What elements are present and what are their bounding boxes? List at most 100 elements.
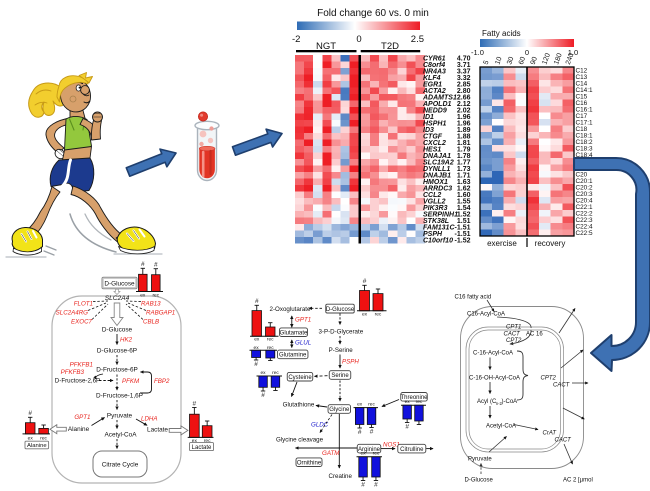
svg-text:60: 60 [518, 56, 527, 66]
svg-text:Lactate: Lactate [147, 427, 168, 434]
svg-text:C22:5: C22:5 [576, 230, 593, 237]
svg-text:#: # [361, 482, 365, 489]
svg-text:1.79: 1.79 [457, 146, 471, 153]
svg-text:APOLD1: APOLD1 [422, 101, 452, 108]
svg-text:2.02: 2.02 [457, 107, 471, 114]
svg-text:Arginine: Arginine [358, 447, 381, 453]
svg-text:AC 16: AC 16 [526, 331, 543, 337]
svg-text:Citrulline: Citrulline [400, 447, 424, 453]
svg-text:1.63: 1.63 [457, 179, 471, 186]
svg-text:#: # [154, 262, 158, 269]
svg-text:10: 10 [494, 56, 503, 66]
svg-text:Alanine: Alanine [68, 426, 90, 433]
svg-text:Fatty acids: Fatty acids [482, 29, 521, 38]
svg-text:C16: C16 [576, 100, 588, 107]
svg-text:C18:2: C18:2 [576, 139, 593, 146]
svg-text:ID3: ID3 [423, 127, 434, 134]
svg-text:rec: rec [272, 370, 279, 376]
svg-text:4.70: 4.70 [457, 55, 471, 62]
svg-text:C17:1: C17:1 [576, 119, 593, 126]
svg-text:-1.51: -1.51 [455, 231, 471, 238]
svg-text:rec: rec [375, 311, 382, 317]
svg-text:C20: C20 [576, 171, 588, 178]
svg-text:Acetyl-CoA: Acetyl-CoA [486, 424, 516, 430]
svg-text:Threonine: Threonine [400, 395, 428, 401]
svg-text:C14:1: C14:1 [576, 87, 593, 94]
svg-text:CACT: CACT [555, 438, 573, 444]
svg-text:30: 30 [506, 56, 515, 66]
svg-text:0: 0 [525, 48, 529, 57]
svg-text:-1.0: -1.0 [471, 48, 484, 57]
svg-text:PFKM: PFKM [122, 378, 140, 385]
svg-text:CACT: CACT [504, 331, 522, 337]
svg-text:2.85: 2.85 [457, 81, 471, 88]
svg-text:C18:1: C18:1 [576, 132, 593, 139]
svg-text:D-Glucose: D-Glucose [465, 478, 494, 484]
svg-text:D-Glucose: D-Glucose [102, 327, 133, 334]
svg-text:PFKFB3: PFKFB3 [61, 369, 85, 376]
svg-text:1.96: 1.96 [457, 120, 471, 127]
svg-text:Acyl (C: Acyl (C [477, 399, 497, 405]
svg-text:1.73: 1.73 [457, 166, 471, 173]
svg-text:GPT1: GPT1 [295, 317, 311, 324]
svg-text:ex: ex [361, 452, 367, 457]
svg-text:SLC2A4: SLC2A4 [105, 295, 130, 302]
svg-text:1.51: 1.51 [457, 218, 471, 225]
svg-text:#: # [193, 400, 197, 407]
svg-text:HSPH1: HSPH1 [423, 120, 446, 127]
svg-text:rec: rec [368, 401, 375, 407]
svg-text:rec: rec [267, 345, 274, 351]
svg-text:NR4A3: NR4A3 [423, 68, 446, 75]
svg-text:FAM131C: FAM131C [423, 224, 455, 231]
svg-text:RAB13: RAB13 [141, 301, 161, 308]
svg-text:Acetyl-CoA: Acetyl-CoA [105, 432, 138, 439]
svg-text:3-P-D-Glycerate: 3-P-D-Glycerate [318, 328, 363, 335]
svg-text:C-16-OH-Acyl-CoA: C-16-OH-Acyl-CoA [469, 375, 520, 381]
svg-text:C20:1: C20:1 [576, 178, 593, 185]
svg-text:1.62: 1.62 [457, 185, 471, 192]
svg-text:HMOX1: HMOX1 [423, 179, 448, 186]
svg-text:ARRDC3: ARRDC3 [422, 185, 452, 192]
svg-text:DYNLL1: DYNLL1 [423, 166, 450, 173]
svg-text:ex: ex [192, 439, 198, 444]
svg-text:ex: ex [362, 312, 368, 317]
svg-text:PIK3R3: PIK3R3 [423, 205, 448, 212]
svg-text:EGR1: EGR1 [423, 81, 442, 88]
svg-text:1.96: 1.96 [457, 114, 471, 121]
svg-text:C14: C14 [576, 80, 588, 87]
svg-text:FLOT1: FLOT1 [74, 301, 93, 308]
svg-text:EXOC7: EXOC7 [71, 319, 93, 326]
svg-text:C16 fatty acid: C16 fatty acid [455, 295, 492, 301]
svg-text:ACTA2: ACTA2 [422, 88, 446, 95]
svg-text:-1.51: -1.51 [455, 224, 471, 231]
svg-text:ex: ex [28, 436, 34, 441]
svg-text:1.89: 1.89 [457, 127, 471, 134]
svg-text:NOS1: NOS1 [383, 441, 400, 448]
svg-text:C13: C13 [576, 74, 588, 81]
svg-text:C18: C18 [576, 126, 588, 133]
svg-text:C10orf10: C10orf10 [423, 237, 453, 244]
svg-text:C15: C15 [576, 93, 588, 100]
svg-text:2.80: 2.80 [457, 88, 471, 95]
svg-text:#: # [255, 298, 259, 305]
svg-text:CTGF: CTGF [423, 133, 443, 140]
svg-text:3.37: 3.37 [457, 68, 471, 75]
svg-text:PSPH: PSPH [342, 358, 359, 365]
svg-text:CYR61: CYR61 [423, 55, 446, 62]
svg-text:recovery: recovery [535, 239, 566, 248]
svg-text:D-Fructose-1,6P: D-Fructose-1,6P [96, 393, 143, 400]
svg-text:GLUL: GLUL [295, 340, 312, 347]
svg-text:C20:3: C20:3 [576, 191, 593, 198]
svg-text:exercise: exercise [487, 239, 517, 248]
svg-text:Lactate: Lactate [192, 445, 212, 451]
svg-text:C20:2: C20:2 [576, 184, 593, 191]
svg-text:Fold change 60 vs. 0 min: Fold change 60 vs. 0 min [317, 8, 429, 19]
svg-text:1.71: 1.71 [457, 172, 471, 179]
svg-text:CCL2: CCL2 [423, 192, 441, 199]
svg-text:CBLB: CBLB [143, 319, 159, 326]
svg-text:D-Glucose: D-Glucose [104, 281, 135, 288]
svg-text:ex: ex [254, 338, 260, 343]
svg-text:1.55: 1.55 [457, 198, 471, 205]
svg-text:STK38L: STK38L [423, 218, 449, 225]
svg-text:T2D: T2D [381, 41, 399, 52]
